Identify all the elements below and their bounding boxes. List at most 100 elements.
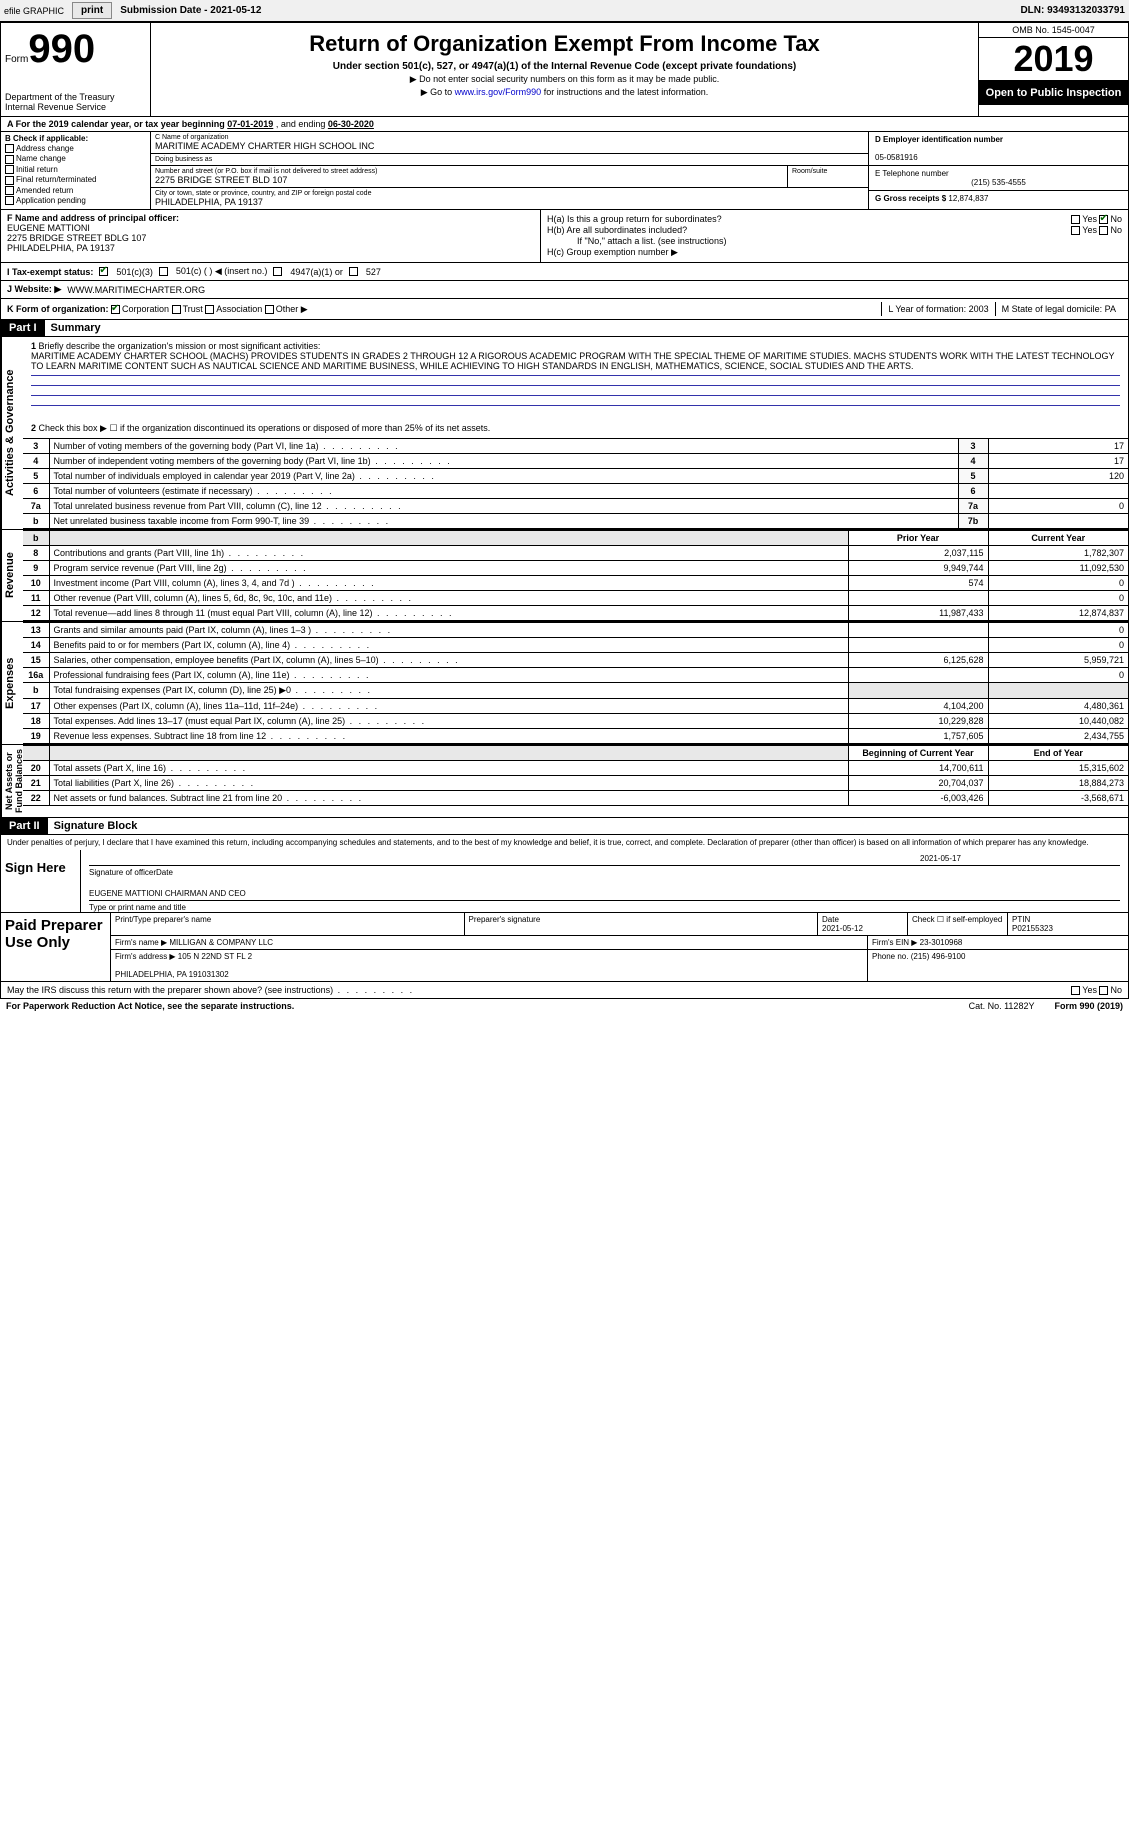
table-row: 20 Total assets (Part X, line 16) 14,700… [23, 761, 1128, 776]
chk-final-return[interactable] [5, 176, 14, 185]
linea-pre: A For the 2019 calendar year, or tax yea… [7, 119, 227, 129]
opt-corp: Corporation [122, 304, 169, 314]
mission-text: MARITIME ACADEMY CHARTER SCHOOL (MACHS) … [31, 351, 1114, 371]
table-row: 13 Grants and similar amounts paid (Part… [23, 623, 1128, 638]
blank-line [31, 385, 1120, 395]
firm-ein: Firm's EIN ▶ 23-3010968 [868, 936, 1128, 949]
officer-lbl: F Name and address of principal officer: [7, 213, 179, 223]
table-row: 4 Number of independent voting members o… [23, 454, 1128, 469]
header-mid: Return of Organization Exempt From Incom… [151, 23, 978, 116]
chk-application-pending[interactable] [5, 196, 14, 205]
table-row: 17 Other expenses (Part IX, column (A), … [23, 699, 1128, 714]
blank-line [31, 395, 1120, 405]
opt-trust: Trust [183, 304, 203, 314]
firm-phone: Phone no. (215) 496-9100 [868, 950, 1128, 981]
activities-governance: Activities & Governance 1 Briefly descri… [0, 337, 1129, 530]
sig-date: 2021-05-17 [920, 854, 1120, 863]
vtab-revenue: Revenue [1, 530, 23, 621]
hb-q: H(b) Are all subordinates included? [547, 225, 687, 235]
chk-may-no[interactable] [1099, 986, 1108, 995]
phone-lbl: E Telephone number [875, 169, 949, 178]
addr-lbl: Number and street (or P.O. box if mail i… [155, 168, 783, 175]
header-right: OMB No. 1545-0047 2019 Open to Public In… [978, 23, 1128, 116]
table-row: 12 Total revenue—add lines 8 through 11 … [23, 606, 1128, 621]
chk-may-yes[interactable] [1071, 986, 1080, 995]
box-b-title: B Check if applicable: [5, 134, 88, 143]
org-name: MARITIME ACADEMY CHARTER HIGH SCHOOL INC [155, 141, 864, 151]
table-row: 22 Net assets or fund balances. Subtract… [23, 791, 1128, 806]
part1-hdr: Part I [1, 320, 45, 336]
instr-1: ▶ Do not enter social security numbers o… [155, 74, 974, 85]
chk-501c3[interactable] [99, 267, 108, 276]
revenue-section: Revenue bPrior YearCurrent Year 8 Contri… [0, 530, 1129, 622]
linea-begin: 07-01-2019 [227, 119, 273, 129]
form-990-page: efile GRAPHIC print Submission Date - 20… [0, 0, 1129, 1013]
part2-hdr: Part II [1, 818, 48, 834]
vtab-expenses: Expenses [1, 622, 23, 744]
table-row: 9 Program service revenue (Part VIII, li… [23, 561, 1128, 576]
row-j: J Website: ▶ WWW.MARITIMECHARTER.ORG [0, 281, 1129, 299]
opt-4947: 4947(a)(1) or [290, 267, 343, 277]
ha-q: H(a) Is this a group return for subordin… [547, 214, 722, 224]
net-assets-section: Net Assets or Fund Balances Beginning of… [0, 745, 1129, 818]
lbl-name-change: Name change [16, 154, 66, 163]
chk-corp[interactable] [111, 305, 120, 314]
opt-assoc: Association [216, 304, 262, 314]
irs-link[interactable]: www.irs.gov/Form990 [455, 87, 542, 97]
header-left: Form990 Department of the Treasury Inter… [1, 23, 151, 116]
chk-trust[interactable] [172, 305, 181, 314]
chk-name-change[interactable] [5, 155, 14, 164]
chk-ha-yes[interactable] [1071, 215, 1080, 224]
chk-ha-no[interactable] [1099, 215, 1108, 224]
print-button[interactable]: print [72, 2, 112, 19]
footer-mid: Cat. No. 11282Y [969, 1001, 1035, 1011]
open-to-public: Open to Public Inspection [979, 81, 1128, 105]
row-i: I Tax-exempt status: 501(c)(3) 501(c) ( … [0, 263, 1129, 281]
prep-name-lbl: Print/Type preparer's name [111, 913, 465, 935]
dln-val: 93493132033791 [1047, 5, 1125, 16]
chk-527[interactable] [349, 267, 358, 276]
table-row: 16a Professional fundraising fees (Part … [23, 668, 1128, 683]
instr-2: ▶ Go to www.irs.gov/Form990 for instruct… [155, 87, 974, 98]
table-row: 5 Total number of individuals employed i… [23, 469, 1128, 484]
dba-lbl: Doing business as [155, 156, 864, 163]
chk-4947[interactable] [273, 267, 282, 276]
chk-address-change[interactable] [5, 144, 14, 153]
instr2-post: for instructions and the latest informat… [541, 87, 708, 97]
may-discuss: May the IRS discuss this return with the… [0, 982, 1129, 999]
hb-yes: Yes [1082, 225, 1097, 235]
subdate-val: 2021-05-12 [210, 5, 261, 16]
hdr-end: End of Year [988, 746, 1128, 761]
firm-name: Firm's name ▶ MILLIGAN & COMPANY LLC [111, 936, 868, 949]
chk-assoc[interactable] [205, 305, 214, 314]
may-q: May the IRS discuss this return with the… [7, 985, 333, 995]
vtab-net-assets: Net Assets or Fund Balances [1, 745, 23, 817]
website-lbl: J Website: ▶ [7, 284, 61, 295]
row-f-h: F Name and address of principal officer:… [0, 210, 1129, 263]
table-row: b Net unrelated business taxable income … [23, 514, 1128, 529]
linea-end: 06-30-2020 [328, 119, 374, 129]
form-header: Form990 Department of the Treasury Inter… [0, 22, 1129, 117]
year-formation: L Year of formation: 2003 [881, 302, 994, 316]
part2-header: Part II Signature Block [0, 818, 1129, 835]
tax-status-lbl: I Tax-exempt status: [7, 267, 93, 277]
mission-lbl: Briefly describe the organization's miss… [39, 341, 321, 351]
sig-officer-lbl: Signature of officer [89, 868, 156, 877]
sig-date-lbl: Date [156, 868, 356, 877]
table-row: 15 Salaries, other compensation, employe… [23, 653, 1128, 668]
footer-left: For Paperwork Reduction Act Notice, see … [6, 1001, 949, 1011]
lbl-address-change: Address change [16, 144, 74, 153]
line-a: A For the 2019 calendar year, or tax yea… [0, 117, 1129, 132]
may-yes: Yes [1082, 985, 1097, 995]
chk-hb-yes[interactable] [1071, 226, 1080, 235]
chk-other[interactable] [265, 305, 274, 314]
chk-amended-return[interactable] [5, 186, 14, 195]
ha-yes: Yes [1082, 214, 1097, 224]
sign-here: Sign Here [1, 850, 81, 912]
ein: 05-0581916 [875, 153, 918, 162]
city-lbl: City or town, state or province, country… [155, 190, 864, 197]
chk-hb-no[interactable] [1099, 226, 1108, 235]
table-row: 10 Investment income (Part VIII, column … [23, 576, 1128, 591]
chk-initial-return[interactable] [5, 165, 14, 174]
chk-501c[interactable] [159, 267, 168, 276]
